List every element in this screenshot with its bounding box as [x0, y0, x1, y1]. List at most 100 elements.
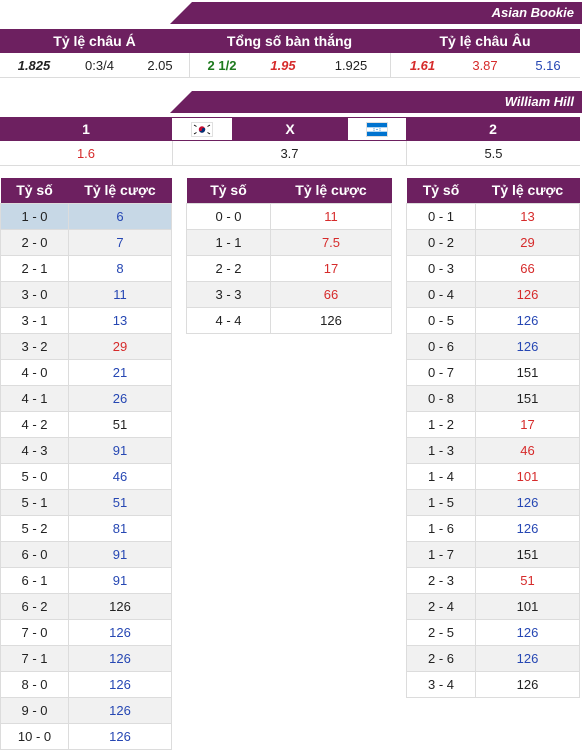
home-flag-cell: [172, 117, 232, 141]
odds-cell: 17: [475, 410, 580, 438]
euro-draw-odds: 3.87: [472, 57, 498, 73]
over-odds: 1.95: [270, 57, 296, 73]
score-cell: 3 - 0: [0, 280, 69, 308]
home-win-header: 1: [82, 121, 90, 137]
korea-flag-icon: [191, 121, 213, 137]
score-cell: 6 - 1: [0, 566, 69, 594]
william-hill-values: 1.6 3.7 5.5: [0, 141, 580, 166]
total-goals-line: 2 1/2: [189, 53, 254, 77]
table-row: 1 - 4 101: [406, 462, 580, 490]
score-cell: 2 - 3: [406, 566, 476, 594]
score-cell: 3 - 3: [186, 280, 271, 308]
score-cell: 3 - 1: [0, 306, 69, 334]
table-row: 0 - 8 151: [406, 384, 580, 412]
table-row: 3 - 2 29: [0, 332, 172, 360]
odds-cell: 21: [68, 358, 172, 386]
table-row: 6 - 1 91: [0, 566, 172, 594]
away-flag-cell: [348, 117, 406, 141]
european-odds-header: Tỷ lệ châu Âu: [439, 33, 531, 49]
odds-cell: 126: [68, 696, 172, 724]
score-cell: 1 - 2: [406, 410, 476, 438]
score-cell: 1 - 1: [186, 228, 271, 256]
table-row: 6 - 0 91: [0, 540, 172, 568]
score-cell: 4 - 2: [0, 410, 69, 438]
asian-away-odds: 2.05: [147, 57, 173, 73]
table-row: 7 - 0 126: [0, 618, 172, 646]
draw-header: X: [285, 121, 295, 137]
odds-cell: 151: [475, 540, 580, 568]
score-cell: 4 - 3: [0, 436, 69, 464]
odds-cell: 126: [270, 306, 392, 334]
odds-cell: 91: [68, 540, 172, 568]
odds-cell: 91: [68, 566, 172, 594]
wh-away-odds: 5.5: [406, 141, 580, 165]
score-cell: 2 - 4: [406, 592, 476, 620]
score-cell: 1 - 6: [406, 514, 476, 542]
score-cell: 5 - 2: [0, 514, 69, 542]
score-header: Tỷ số: [186, 178, 271, 203]
draw-scores-table: Tỷ số Tỷ lệ cược 0 - 0 11 1 - 1 7.5 2 - 2 17 3…: [186, 178, 392, 334]
table-row: 5 - 2 81: [0, 514, 172, 542]
score-cell: 2 - 0: [0, 228, 69, 256]
table-row: 2 - 4 101: [406, 592, 580, 620]
away-win-header: 2: [489, 121, 497, 137]
odds-cell: 126: [68, 722, 172, 750]
odds-cell: 126: [475, 488, 580, 516]
score-cell: 0 - 3: [406, 254, 476, 282]
score-cell: 7 - 0: [0, 618, 69, 646]
odds-cell: 91: [68, 436, 172, 464]
table-row: 2 - 2 17: [186, 254, 392, 282]
odds-cell: 151: [475, 384, 580, 412]
away-win-scores-table: Tỷ số Tỷ lệ cược 0 - 1 13 0 - 2 29 0 - 3 66 0 …: [406, 178, 580, 698]
asian-handicap-header: Tỷ lệ châu Á: [53, 33, 136, 49]
odds-header: Tỷ lệ cược: [475, 178, 580, 203]
score-cell: 5 - 1: [0, 488, 69, 516]
score-cell: 4 - 0: [0, 358, 69, 386]
table-row: 9 - 0 126: [0, 696, 172, 724]
score-cell: 4 - 4: [186, 306, 271, 334]
asian-odds-values: 1.825 0:3/4 2.05 2 1/2 1.95 1.925 1.61 3…: [0, 53, 580, 78]
asian-odds-header: Tỷ lệ châu Á Tổng số bàn thắng Tỷ lệ châ…: [0, 29, 580, 53]
score-cell: 0 - 6: [406, 332, 476, 360]
score-header: Tỷ số: [406, 178, 476, 203]
table-row: 1 - 7 151: [406, 540, 580, 568]
table-row: 2 - 3 51: [406, 566, 580, 594]
asian-handicap: 0:3/4: [85, 57, 114, 73]
odds-cell: 126: [68, 592, 172, 620]
table-row: 5 - 0 46: [0, 462, 172, 490]
odds-cell: 51: [475, 566, 580, 594]
odds-cell: 126: [68, 670, 172, 698]
odds-cell: 51: [68, 488, 172, 516]
william-hill-header: 1 X 2: [0, 117, 580, 141]
table-row: 4 - 2 51: [0, 410, 172, 438]
table-row: 5 - 1 51: [0, 488, 172, 516]
score-cell: 0 - 4: [406, 280, 476, 308]
table-row: 1 - 5 126: [406, 488, 580, 516]
odds-cell: 101: [475, 462, 580, 490]
odds-cell: 46: [475, 436, 580, 464]
odds-header: Tỷ lệ cược: [68, 178, 172, 203]
odds-header: Tỷ lệ cược: [270, 178, 392, 203]
odds-cell: 81: [68, 514, 172, 542]
odds-cell: 7.5: [270, 228, 392, 256]
odds-cell: 26: [68, 384, 172, 412]
odds-cell: 13: [68, 306, 172, 334]
odds-cell: 126: [475, 670, 580, 698]
william-hill-banner: William Hill: [170, 91, 582, 113]
odds-cell: 151: [475, 358, 580, 386]
odds-cell: 126: [475, 618, 580, 646]
table-row: 1 - 6 126: [406, 514, 580, 542]
table-row: 1 - 3 46: [406, 436, 580, 464]
score-cell: 6 - 0: [0, 540, 69, 568]
score-cell: 0 - 8: [406, 384, 476, 412]
score-cell: 6 - 2: [0, 592, 69, 620]
score-header: Tỷ số: [0, 178, 69, 203]
score-cell: 8 - 0: [0, 670, 69, 698]
table-row: 10 - 0 126: [0, 722, 172, 750]
table-row: 6 - 2 126: [0, 592, 172, 620]
wh-draw-odds: 3.7: [172, 141, 406, 165]
table-row: 0 - 6 126: [406, 332, 580, 360]
odds-cell: 13: [475, 202, 580, 230]
